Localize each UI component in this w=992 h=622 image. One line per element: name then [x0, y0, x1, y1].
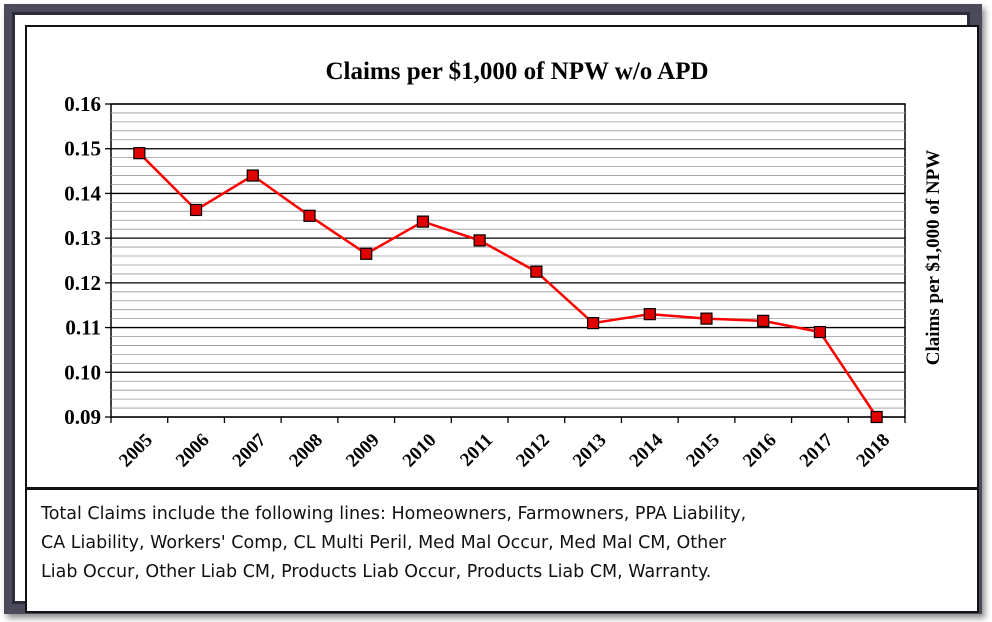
- x-tick-label: 2015: [682, 430, 724, 472]
- x-axis: 2005 2006 2007 2008 2009 2010 2011 2012 2013 2014…: [110, 417, 906, 472]
- x-tick-label: 2010: [399, 430, 441, 472]
- x-tick-label: 2017: [796, 429, 838, 471]
- data-point-marker: [133, 147, 146, 160]
- y-tick-label: 0.16: [64, 92, 101, 116]
- x-tick-label: 2014: [626, 429, 668, 471]
- x-tick-label: 2016: [739, 430, 781, 472]
- x-tick-label: 2011: [456, 430, 497, 471]
- y-tick-label: 0.15: [64, 137, 101, 161]
- data-point-marker: [530, 265, 543, 278]
- x-tick-label: 2005: [115, 430, 157, 472]
- note-line-1: Total Claims include the following lines…: [41, 504, 747, 524]
- x-tick-label: 2018: [852, 430, 894, 472]
- data-point-marker: [246, 169, 259, 182]
- x-tick-label: 2007: [229, 429, 271, 471]
- series-line: [133, 147, 883, 424]
- plot-border: [110, 103, 906, 418]
- data-point-marker: [360, 247, 373, 260]
- data-point-marker: [700, 312, 713, 325]
- line-chart: Claims per $1,000 of NPW w/o APD 0.160.1…: [64, 58, 944, 472]
- data-point-marker: [586, 317, 600, 330]
- data-point-marker: [416, 215, 430, 228]
- x-tick-label: 2008: [285, 430, 327, 472]
- note-box: Total Claims include the following lines…: [25, 489, 979, 613]
- data-point-marker: [870, 410, 883, 424]
- data-point-marker: [303, 209, 316, 222]
- data-point-marker: [643, 308, 656, 321]
- y-axis: 0.16 0.15 0.14 0.13 0.12 0.11 0.10 0.09: [64, 92, 111, 429]
- chart-title: Claims per $1,000 of NPW w/o APD: [325, 58, 708, 85]
- y-tick-label: 0.14: [64, 181, 101, 205]
- x-tick-label: 2009: [342, 430, 384, 472]
- chart-panel: Claims per $1,000 of NPW w/o APD 0.16 0.1…: [12, 12, 979, 613]
- y-tick-label: 0.10: [64, 360, 101, 384]
- x-tick-label: 2006: [172, 430, 214, 472]
- note-line-2: CA Liability, Workers' Comp, CL Multi Pe…: [41, 533, 727, 553]
- series-polyline: [138, 152, 878, 418]
- x-tick-label: 2012: [512, 430, 554, 472]
- y-tick-label: 0.09: [64, 405, 101, 429]
- x-tick-label: 2013: [569, 430, 611, 472]
- note-line-3: Liab Occur, Other Liab CM, Products Liab…: [41, 562, 712, 582]
- y-tick-label: 0.11: [65, 316, 101, 340]
- data-point-marker: [813, 325, 827, 339]
- y-axis-label: Claims per $1,000 of NPW: [923, 150, 944, 366]
- chart-frame: Claims per $1,000 of NPW w/o APD 0.16 0.1…: [4, 4, 982, 614]
- plot-area: [110, 103, 906, 418]
- data-point-marker: [189, 203, 203, 217]
- major-gridlines: [111, 103, 905, 418]
- data-point-marker: [473, 234, 486, 247]
- data-point-marker: [757, 314, 770, 327]
- y-tick-label: 0.13: [64, 226, 101, 250]
- y-tick-label: 0.12: [64, 271, 101, 295]
- chart-area: Claims per $1,000 of NPW w/o APD 0.16 0.1…: [25, 25, 979, 489]
